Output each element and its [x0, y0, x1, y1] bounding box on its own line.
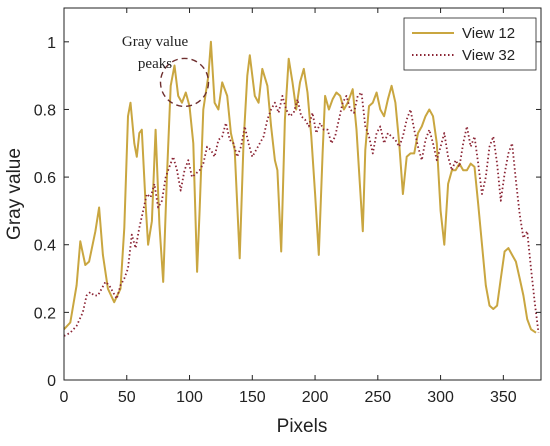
y-axis-label: Gray value [4, 148, 25, 240]
annotation-text-line-1: Gray value [122, 34, 189, 50]
y-tick-label: 0.2 [34, 305, 56, 322]
x-tick-label: 0 [60, 389, 69, 406]
legend: View 12 View 32 [403, 17, 537, 71]
y-tick-label: 0.6 [34, 170, 56, 187]
x-tick-label: 50 [118, 389, 136, 406]
series-lines [63, 40, 540, 337]
y-tick-label: 0.4 [34, 238, 56, 255]
annotation-circle [159, 57, 210, 108]
x-tick-label: 100 [176, 389, 203, 406]
x-axis-label: Pixels [277, 416, 328, 437]
legend-label-view-32: View 32 [462, 47, 515, 64]
x-tick-label: 200 [302, 389, 329, 406]
x-tick-label: 300 [427, 389, 454, 406]
series-line-view-32 [63, 91, 540, 337]
series-line-view-12 [63, 40, 537, 334]
plot-frame [63, 7, 542, 381]
x-tick-label: 350 [490, 389, 517, 406]
x-tick-label: 250 [364, 389, 391, 406]
x-tick-label: 150 [239, 389, 266, 406]
y-tick-label: 0.8 [34, 102, 56, 119]
y-tick-label: 1 [47, 35, 56, 52]
legend-box [403, 17, 537, 71]
y-tick-label: 0 [47, 373, 56, 390]
legend-label-view-12: View 12 [462, 25, 515, 42]
axis-ticks: 0 50 100 150 200 250 300 350 0 0.2 0.4 0.6 0.8 1 [34, 8, 541, 406]
annotation: Gray value peaks [122, 34, 210, 108]
annotation-text-line-2: peaks [138, 56, 172, 72]
